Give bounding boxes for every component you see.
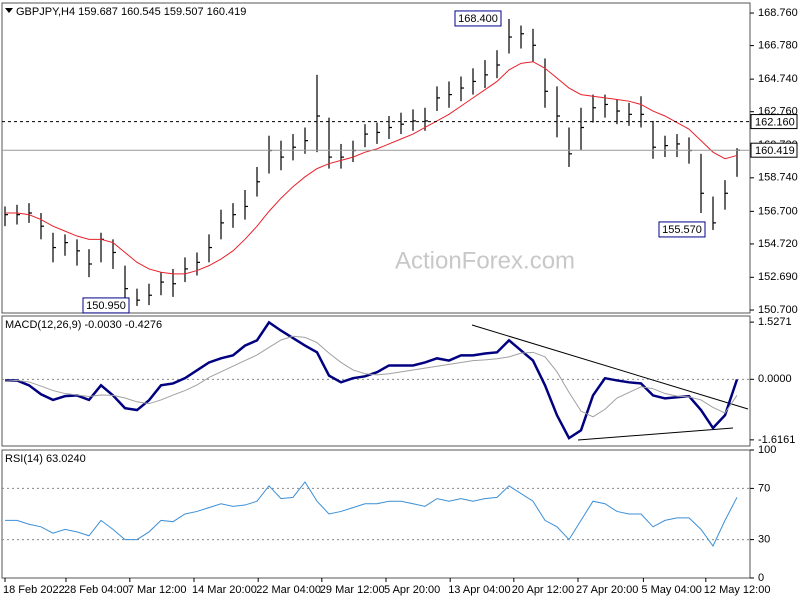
y-tick-label: 30 [758,534,770,546]
price-annotation-box [454,10,502,27]
panel-title: GBPJPY,H4 159.687 160.545 159.507 160.41… [16,6,246,18]
watermark: ActionForex.com [395,247,575,274]
x-tick-label: 5 May 04:00 [641,584,702,596]
indicator-line [5,481,738,547]
price-annotation-box [658,221,706,238]
symbol-icon [5,8,13,13]
price-level-label: 162.160 [755,116,795,128]
y-tick-label: 1.5271 [758,316,792,328]
y-tick-label: -1.6161 [758,434,795,446]
y-tick-label: 158.740 [758,172,798,184]
y-tick-label: 70 [758,482,770,494]
y-tick-label: 0 [758,572,764,584]
x-tick-label: 20 Apr 12:00 [512,584,574,596]
x-tick-label: 13 Apr 04:00 [448,584,510,596]
x-tick-label: 5 Apr 20:00 [384,584,440,596]
price-level-label: 160.419 [755,145,795,157]
price-level-box [750,114,798,130]
y-tick-label: 156.700 [758,205,798,217]
x-tick-label: 28 Feb 04:00 [64,584,129,596]
y-tick-label: 154.720 [758,238,798,250]
price-annotation: 150.950 [86,300,126,312]
price-level-box [750,142,798,158]
panel-frame [1,315,751,447]
panel-frame [1,2,751,314]
x-tick-label: 27 Apr 20:00 [576,584,638,596]
x-tick-label: 22 Mar 04:00 [256,584,321,596]
indicator-line [4,335,738,418]
y-tick-label: 0.0000 [758,373,792,385]
y-tick-label: 152.690 [758,271,798,283]
y-tick-label: 168.760 [758,7,798,19]
price-annotation: 155.570 [662,224,702,236]
trend-line [577,427,734,441]
panel-title: MACD(12,26,9) -0.0030 -0.4276 [5,319,162,331]
price-annotation: 168.400 [458,13,498,25]
trend-line [471,324,749,410]
panel-frame [1,449,751,579]
x-tick-label: 18 Feb 2022 [3,584,65,596]
y-tick-label: 166.780 [758,40,798,52]
y-tick-label: 164.740 [758,73,798,85]
price-annotation-box [82,297,130,314]
panel-title: RSI(14) 63.0240 [5,453,86,465]
y-tick-label: 150.700 [758,304,798,316]
x-tick-label: 29 Mar 12:00 [320,584,385,596]
y-tick-label: 100 [758,444,776,456]
x-tick-label: 14 Mar 20:00 [192,584,257,596]
x-tick-label: 12 May 12:00 [704,584,771,596]
x-tick-label: 7 Mar 12:00 [128,584,187,596]
